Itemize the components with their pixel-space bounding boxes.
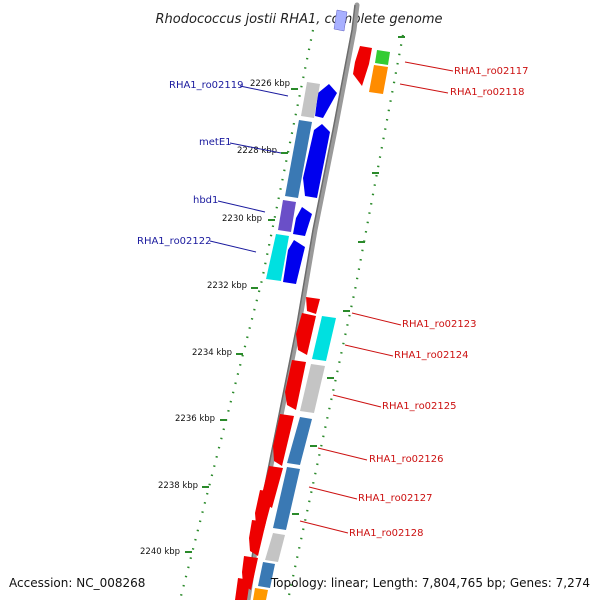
kbp-label: 2230 kbp	[222, 214, 262, 224]
gene-arrow-forward[interactable]	[315, 84, 337, 118]
gene-label[interactable]: RHA1_ro02124	[394, 350, 469, 361]
gene-label[interactable]: RHA1_ro02117	[454, 66, 529, 77]
gene-label[interactable]: RHA1_ro02122	[137, 236, 212, 247]
gene-block[interactable]	[375, 50, 390, 65]
gene-label[interactable]: RHA1_ro02123	[402, 319, 477, 330]
kbp-label: 2236 kbp	[175, 414, 215, 424]
gene-arrow-forward[interactable]	[283, 240, 305, 284]
gene-arrow-reverse[interactable]	[255, 490, 274, 530]
genome-title: Rhodococcus jostii RHA1, complete genome	[156, 12, 443, 27]
gene-arrow-forward[interactable]	[293, 207, 312, 236]
left-label-connectors	[209, 85, 289, 253]
topology-text: Topology: linear; Length: 7,804,765 bp; …	[270, 576, 590, 590]
kbp-label: 2226 kbp	[250, 79, 290, 89]
gene-block[interactable]	[312, 316, 336, 361]
gene-block[interactable]	[253, 588, 268, 600]
gene-label[interactable]: hbd1	[193, 195, 218, 206]
gene-block[interactable]	[273, 467, 300, 530]
right-feature-genes	[253, 50, 390, 600]
gene-label[interactable]: RHA1_ro02128	[349, 528, 424, 539]
gene-block[interactable]	[369, 65, 388, 94]
gene-block[interactable]	[300, 364, 325, 413]
gene-arrow-reverse[interactable]	[273, 414, 294, 466]
gene-arrow-reverse[interactable]	[285, 360, 306, 410]
left-tick-track	[178, 29, 315, 600]
gene-arrow-forward[interactable]	[333, 9, 348, 32]
gene-arrow-reverse[interactable]	[296, 313, 316, 355]
gene-label[interactable]: RHA1_ro02126	[369, 454, 444, 465]
gene-block[interactable]	[285, 120, 312, 198]
gene-label[interactable]: RHA1_ro02125	[382, 401, 457, 412]
gene-block[interactable]	[258, 562, 275, 588]
gene-block[interactable]	[278, 200, 296, 232]
gene-label[interactable]: RHA1_ro02127	[358, 493, 433, 504]
reverse-strand-genes	[235, 46, 372, 600]
right-label-connectors	[299, 61, 454, 534]
left-feature-genes	[266, 82, 320, 281]
gene-block[interactable]	[301, 82, 320, 118]
right-major-ticks	[292, 36, 405, 515]
gene-block[interactable]	[266, 234, 289, 281]
gene-label[interactable]: RHA1_ro02118	[450, 87, 525, 98]
gene-block[interactable]	[265, 533, 285, 562]
kbp-label: 2240 kbp	[140, 547, 180, 557]
gene-arrow-reverse[interactable]	[306, 297, 320, 314]
kbp-label: 2234 kbp	[192, 348, 232, 358]
gene-arrow-reverse[interactable]	[353, 46, 372, 86]
gene-arrow-forward[interactable]	[303, 124, 330, 198]
forward-strand-genes	[283, 9, 348, 284]
gene-arrow-reverse[interactable]	[249, 520, 266, 556]
kbp-label: 2238 kbp	[158, 481, 198, 491]
gene-label[interactable]: metE1	[199, 137, 232, 148]
gene-arrow-reverse[interactable]	[235, 578, 250, 600]
gene-block[interactable]	[287, 417, 312, 465]
kbp-label: 2228 kbp	[237, 146, 277, 156]
gene-label[interactable]: RHA1_ro02119	[169, 80, 244, 91]
right-tick-track	[286, 34, 405, 600]
left-major-ticks	[185, 88, 298, 553]
accession-text: Accession: NC_008268	[9, 576, 146, 590]
kbp-label: 2232 kbp	[207, 281, 247, 291]
